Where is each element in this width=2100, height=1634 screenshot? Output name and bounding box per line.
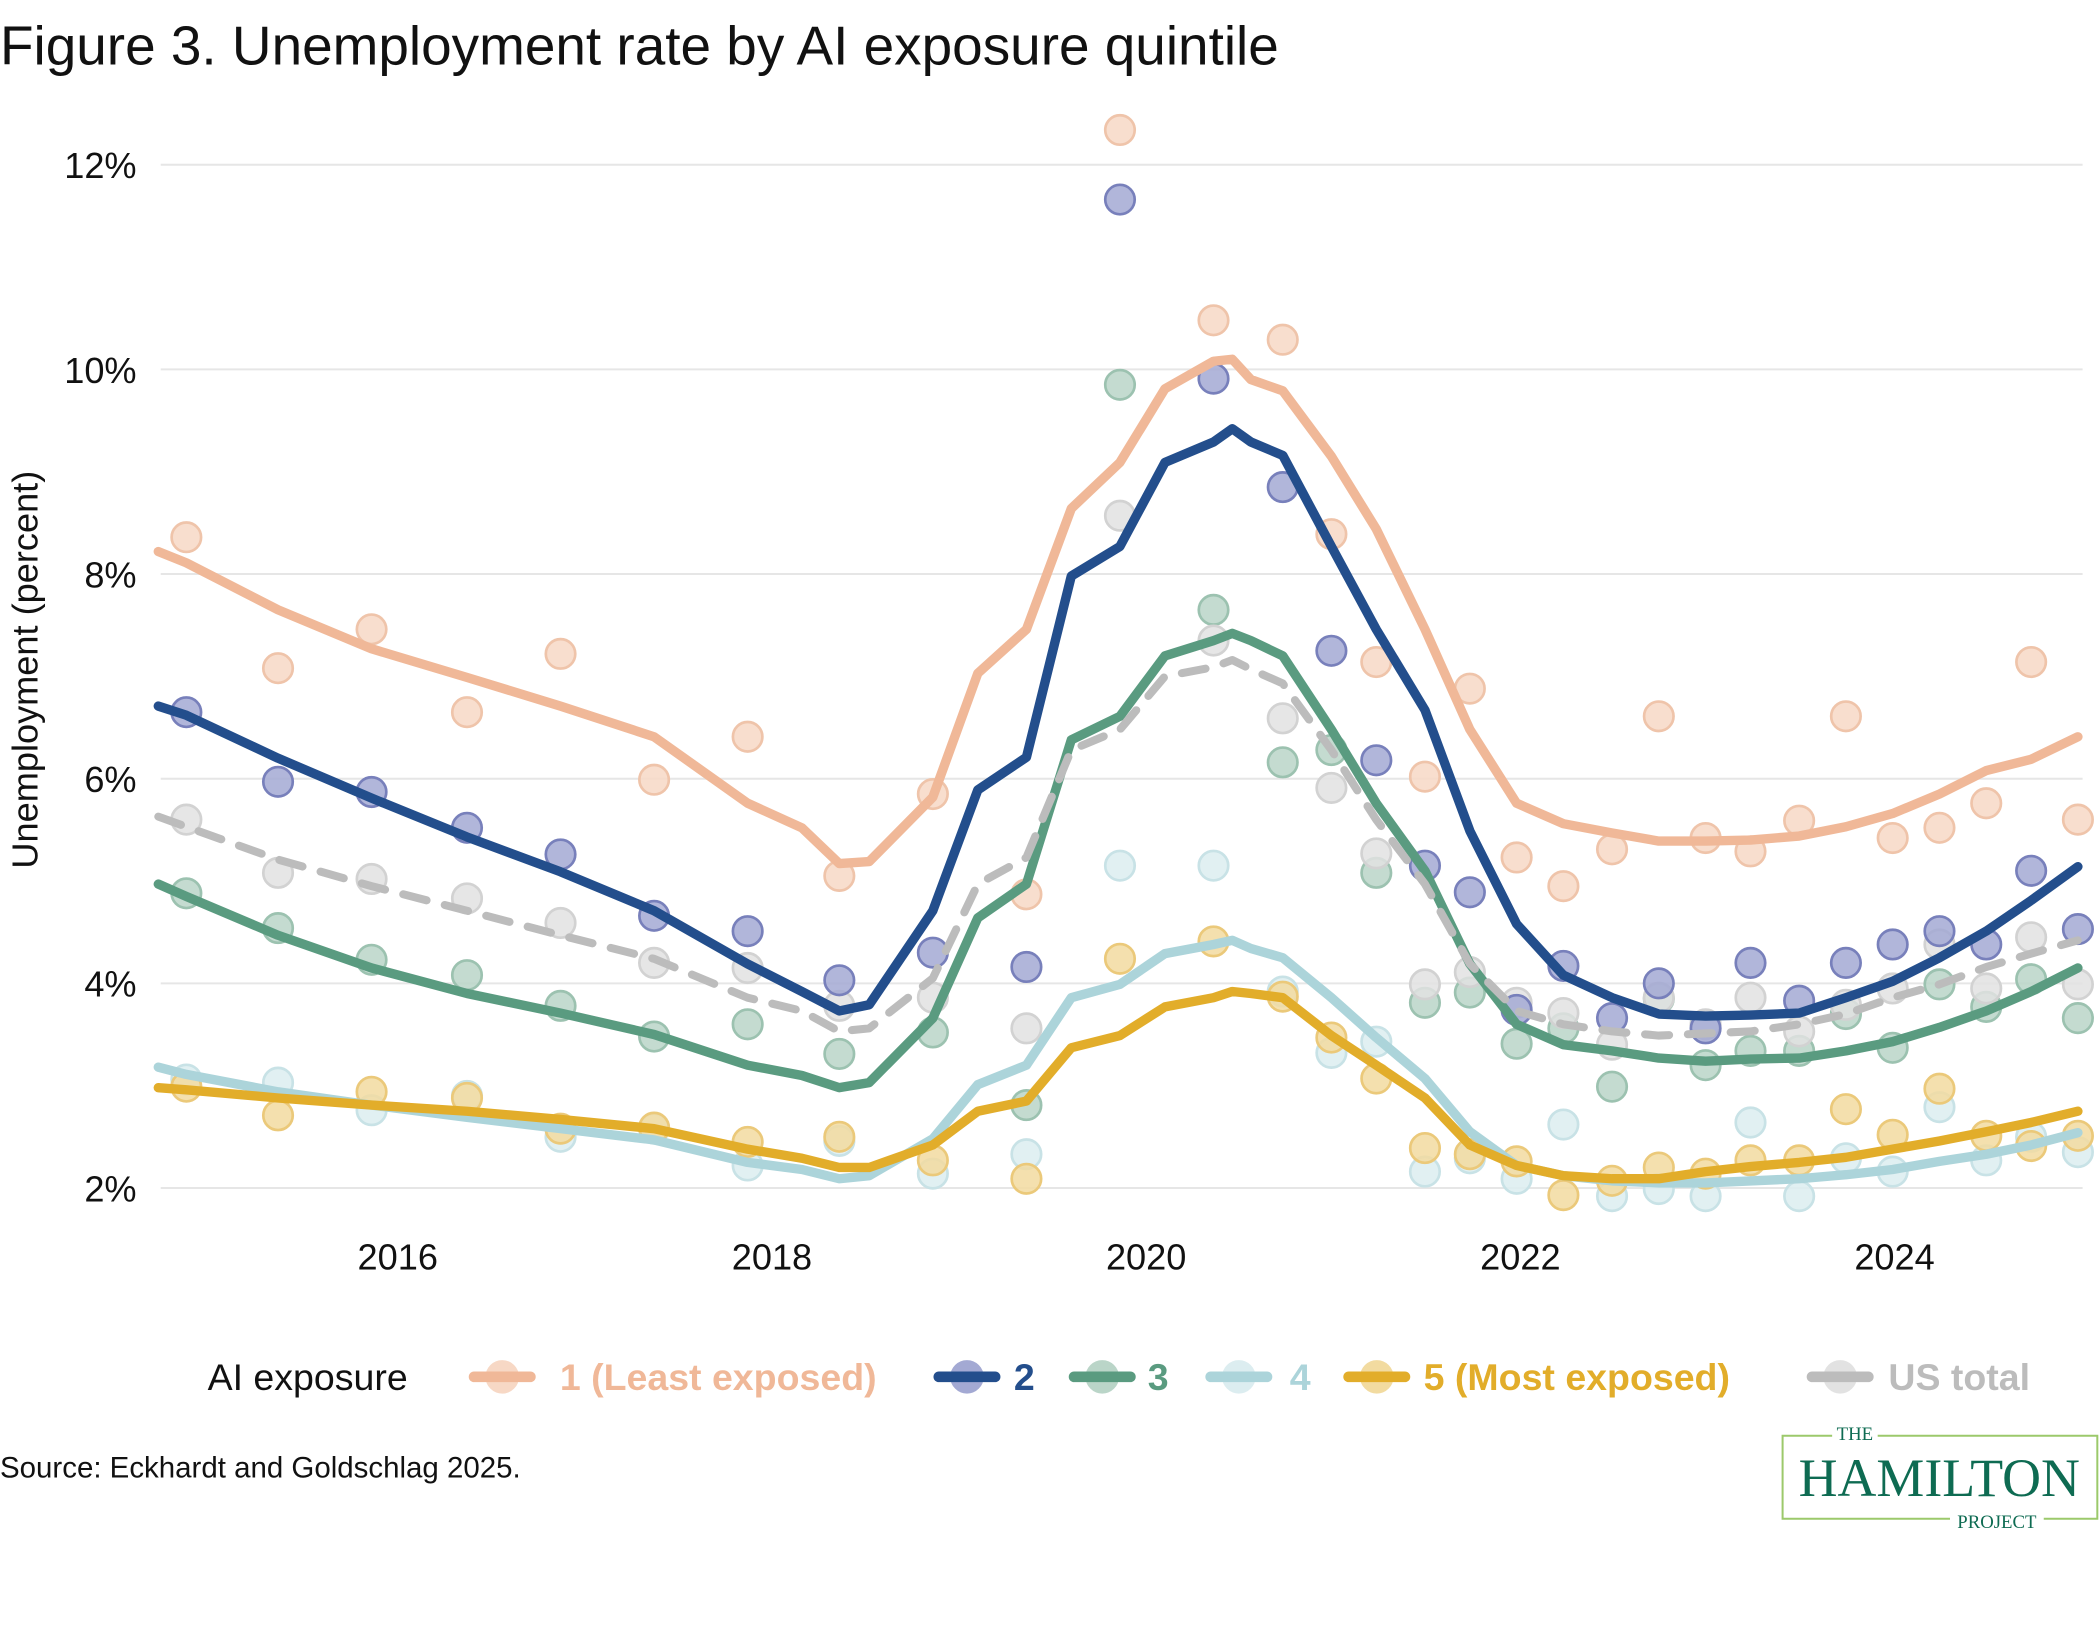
data-point [1547,1108,1580,1141]
data-point [1103,113,1137,147]
data-point [1103,849,1137,882]
data-point [2015,645,2048,679]
trend-line [153,628,2083,1093]
y-tick-label: 4% [84,964,136,1005]
legend-label: 4 [1290,1356,1311,1398]
legend-label: 2 [1014,1356,1035,1398]
data-point [1923,1072,1956,1105]
logo-hamilton: HAMILTON [1799,1448,2080,1508]
trend-line [153,986,2083,1184]
x-tick-label: 2020 [1106,1237,1186,1278]
source-note: Source: Eckhardt and Goldschlag 2025. [0,1451,521,1484]
data-point [261,652,295,685]
data-point [1595,1070,1629,1103]
data-point [1408,760,1442,793]
data-point [1266,702,1299,735]
data-point [261,765,295,798]
data-point [1266,323,1299,356]
data-points [170,113,2094,1213]
x-tick-label: 2018 [732,1237,812,1278]
data-point [544,637,577,670]
data-point [1923,915,1956,948]
data-point [2061,1002,2094,1035]
trend-line [154,656,2082,1040]
data-point [1453,876,1486,909]
data-point [1315,634,1348,667]
legend-label: US total [1888,1356,2030,1398]
data-point [1876,928,1909,961]
data-point [1360,837,1393,870]
data-point [1783,1180,1816,1213]
data-point [1642,967,1675,1000]
data-point [731,915,764,948]
y-tick-label: 10% [64,350,136,391]
trend-line [153,935,2083,1188]
legend-label: 1 (Least exposed) [560,1356,877,1398]
data-point [1408,1132,1442,1165]
y-tick-labels: 2% 4% 6% 8% 10% 12% [64,145,136,1209]
data-point [823,1037,856,1071]
trend-lines [153,354,2083,1188]
logo-the: THE [1837,1424,1873,1445]
data-point [1197,593,1230,626]
x-tick-label: 2016 [358,1237,438,1278]
data-point [2061,803,2094,836]
legend-label: 3 [1148,1356,1169,1398]
data-point [1547,1179,1580,1212]
data-point [1408,968,1442,1001]
data-point [823,964,856,997]
legend-label: 5 (Most exposed) [1424,1356,1730,1398]
data-point [1010,950,1043,984]
data-point [1970,787,2003,820]
data-point [1734,946,1767,979]
data-point [1010,1012,1043,1045]
y-tick-label: 6% [84,759,136,800]
data-point [1829,1093,1862,1126]
data-point [1010,1162,1043,1195]
data-point [823,1120,856,1153]
data-point [1500,841,1533,874]
data-point [1315,771,1348,804]
data-point [1829,700,1862,733]
data-point [170,521,203,554]
data-point [731,720,764,753]
data-point [2015,854,2048,887]
x-tick-labels: 2016 2018 2020 2022 2024 [358,1237,1935,1278]
data-point [1266,746,1299,779]
data-point [1103,942,1137,975]
data-point [1547,870,1580,903]
data-point [1103,183,1137,216]
chart-title: Figure 3. Unemployment rate by AI exposu… [0,14,1279,76]
data-point [450,959,484,992]
data-point [1876,821,1909,855]
logo-project: PROJECT [1957,1512,2037,1533]
trend-line [153,424,2083,1021]
x-tick-label: 2022 [1480,1237,1560,1278]
data-point [1734,1106,1767,1139]
data-point [261,1099,295,1132]
x-tick-label: 2024 [1854,1237,1934,1278]
data-point [1829,946,1862,979]
legend: AI exposure 1 (Least exposed) 2 3 4 5 (Most … [208,1356,2030,1398]
trend-line [153,354,2083,869]
data-point [1103,368,1137,401]
legend-title: AI exposure [208,1356,408,1398]
data-point [731,1008,764,1041]
data-point [1197,849,1230,882]
hamilton-project-logo: THE HAMILTON PROJECT [1781,1424,2099,1533]
data-point [1923,811,1956,844]
data-point [1783,1015,1816,1048]
y-tick-label: 8% [84,554,136,595]
data-point [1642,700,1675,733]
data-point [638,763,671,796]
data-point [1197,304,1230,337]
data-point [450,696,484,729]
y-axis-label: Unemployment (percent) [5,471,46,869]
data-point [1970,972,2003,1005]
y-tick-label: 12% [64,145,136,186]
data-point [1734,981,1767,1014]
data-point [1360,744,1393,777]
y-tick-label: 2% [84,1168,136,1209]
